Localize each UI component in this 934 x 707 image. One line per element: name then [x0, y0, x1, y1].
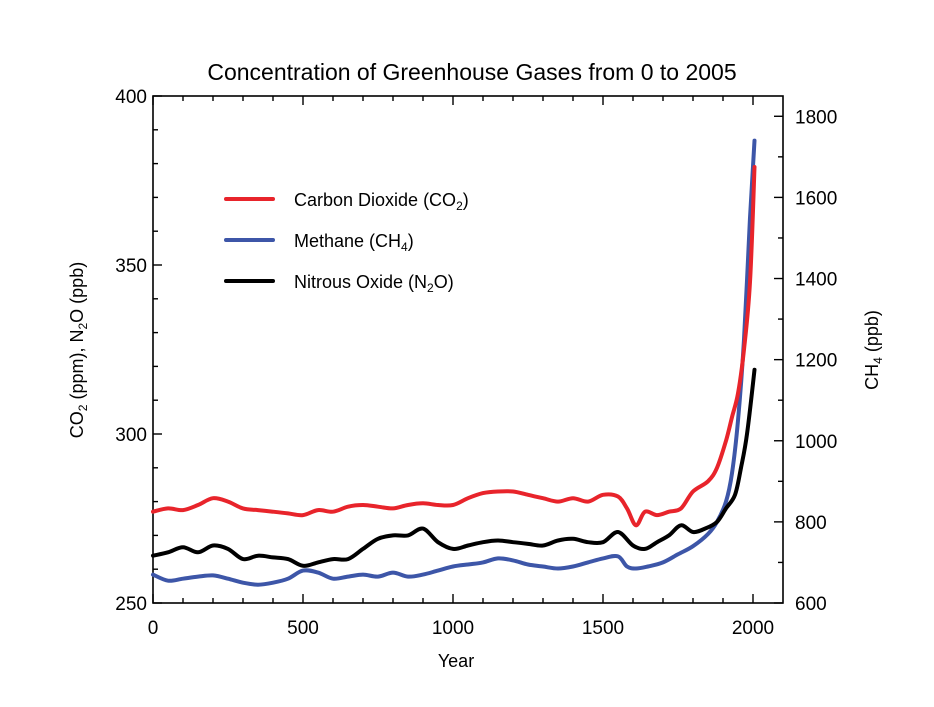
y-right-tick-label: 1000	[795, 432, 837, 453]
x-tick-label: 1500	[582, 618, 624, 639]
series-line-carbon-dioxide	[151, 165, 757, 528]
x-tick-label: 500	[287, 618, 319, 639]
series-line-methane	[151, 138, 757, 587]
plot-frame	[152, 95, 784, 604]
series-line-nitrous-oxide	[151, 367, 757, 568]
legend-item-methane: Methane (CH4)	[224, 231, 414, 254]
y-right-tick-label: 1600	[795, 188, 837, 209]
y-left-tick-label: 400	[115, 87, 147, 108]
axis-ticks	[152, 95, 783, 604]
y-left-tick-labels: 250 300 350 400	[115, 87, 147, 615]
y-left-tick-label: 300	[115, 425, 147, 446]
y-right-tick-label: 600	[795, 594, 827, 615]
y-left-tick-label: 350	[115, 256, 147, 277]
y-right-tick-labels: 600 800 1000 1200 1400 1600 1800	[795, 107, 837, 615]
y-right-tick-label: 1200	[795, 351, 837, 372]
series-lines	[151, 138, 757, 587]
x-tick-label: 2000	[732, 618, 774, 639]
x-axis-label: Year	[438, 651, 474, 671]
y-left-axis-label: CO2 (ppm), N2O (ppb)	[67, 262, 90, 438]
x-tick-label: 1000	[432, 618, 474, 639]
y-right-tick-label: 1400	[795, 270, 837, 291]
legend-item-nitrous-oxide: Nitrous Oxide (N2O)	[224, 272, 454, 295]
y-right-tick-label: 1800	[795, 107, 837, 128]
y-left-tick-label: 250	[115, 594, 147, 615]
y-right-axis-label: CH4 (ppb)	[862, 310, 885, 390]
y-right-tick-label: 800	[795, 513, 827, 534]
legend: Carbon Dioxide (CO2) Methane (CH4) Nitro…	[224, 190, 469, 295]
legend-label-methane: Methane (CH4)	[294, 231, 414, 254]
legend-label-nitrous-oxide: Nitrous Oxide (N2O)	[294, 272, 454, 295]
legend-label-carbon-dioxide: Carbon Dioxide (CO2)	[294, 190, 469, 213]
legend-item-carbon-dioxide: Carbon Dioxide (CO2)	[224, 190, 469, 213]
x-tick-label: 0	[148, 618, 159, 639]
x-tick-labels: 0 500 1000 1500 2000	[148, 618, 774, 639]
chart-title: Concentration of Greenhouse Gases from 0…	[207, 59, 736, 85]
